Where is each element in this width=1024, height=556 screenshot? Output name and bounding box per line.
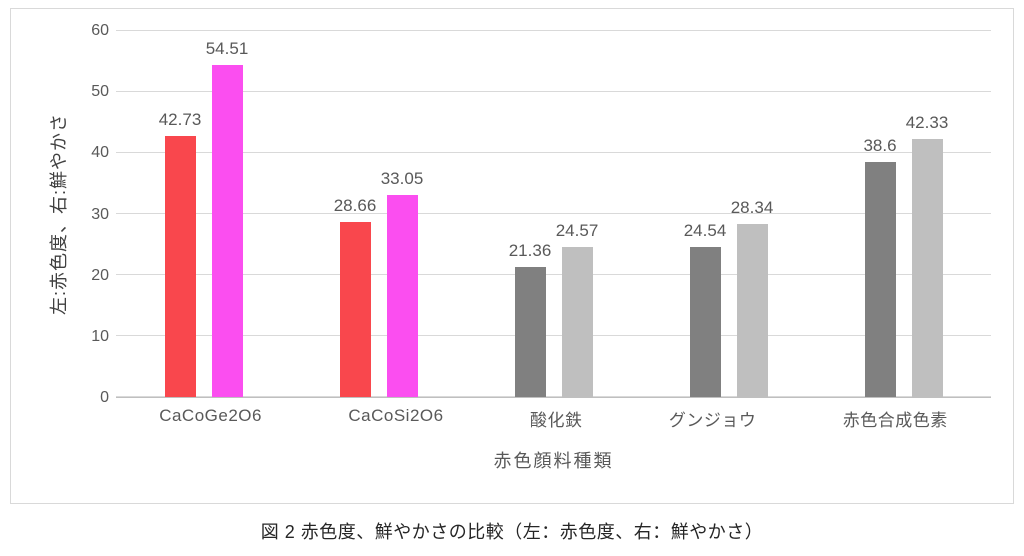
value-label: 28.66 [333, 196, 377, 216]
y-tick-label: 30 [91, 205, 109, 223]
bar-right: 33.05 [381, 169, 423, 397]
value-label: 42.33 [905, 112, 949, 132]
y-tick-label: 60 [91, 22, 109, 39]
value-label: 24.57 [555, 221, 599, 241]
bar-right: 28.34 [731, 198, 773, 397]
x-category-label: 赤色合成色素 [842, 411, 948, 430]
bar-right: 42.33 [906, 113, 948, 397]
x-axis-title: 赤色顔料種類 [493, 451, 614, 471]
gridline [116, 335, 991, 336]
bar-right: 54.51 [206, 39, 248, 397]
x-category-label: グンジョウ [668, 411, 757, 430]
value-label: 42.73 [158, 110, 202, 130]
y-tick-label: 0 [100, 389, 109, 406]
gridline [116, 91, 991, 92]
x-category-label: 酸化鉄 [529, 411, 583, 430]
gridline [116, 213, 991, 214]
value-label: 33.05 [380, 169, 424, 189]
plot-area: 42.73 54.51 28.66 33.05 21.36 24.57 24.54 28.34… [116, 30, 991, 398]
bar-left: 38.6 [863, 136, 897, 397]
y-tick-label: 10 [91, 327, 109, 345]
x-category-label: CaCoGe2O6 [159, 406, 262, 425]
y-tick-label: 40 [91, 144, 109, 162]
y-tick-label: 50 [91, 83, 109, 101]
bar-group: 42.73 54.51 [159, 31, 248, 397]
bar-left: 24.54 [684, 221, 726, 397]
gridline [116, 274, 991, 275]
value-label: 54.51 [205, 38, 249, 58]
gridline [116, 152, 991, 153]
figure-caption: 図 2 赤色度、鮮やかさの比較（左：赤色度、右：鮮やかさ） [260, 522, 764, 542]
bar-left: 21.36 [509, 241, 551, 397]
gridline [116, 396, 991, 397]
bar-group: 38.6 42.33 [863, 31, 948, 397]
y-axis-ticks: 0 10 20 30 40 50 60 [61, 23, 109, 406]
gridline [116, 30, 991, 31]
chart: 左:赤色度、右:鮮やかさ 0 10 20 30 40 50 60 42.73 54.51 28.… [10, 8, 1014, 504]
value-label: 28.34 [730, 198, 774, 218]
x-category-label: CaCoSi2O6 [348, 406, 444, 425]
x-category-labels: CaCoGe2O6 CaCoSi2O6 酸化鉄 グンジョウ 赤色合成色素 [116, 406, 991, 431]
bar-left: 28.66 [334, 196, 376, 397]
bars-layer: 42.73 54.51 28.66 33.05 21.36 24.57 24.54 28.34… [116, 31, 991, 397]
bar-group: 21.36 24.57 [509, 31, 598, 397]
gridlines [116, 30, 991, 397]
y-tick-label: 20 [91, 266, 109, 284]
value-label: 38.6 [863, 135, 897, 155]
bar-right: 24.57 [556, 221, 598, 397]
bar-left: 42.73 [159, 110, 201, 397]
value-label: 24.54 [683, 221, 727, 241]
bar-group: 24.54 28.34 [684, 31, 773, 397]
bar-group: 28.66 33.05 [334, 31, 423, 397]
value-label: 21.36 [508, 240, 552, 260]
